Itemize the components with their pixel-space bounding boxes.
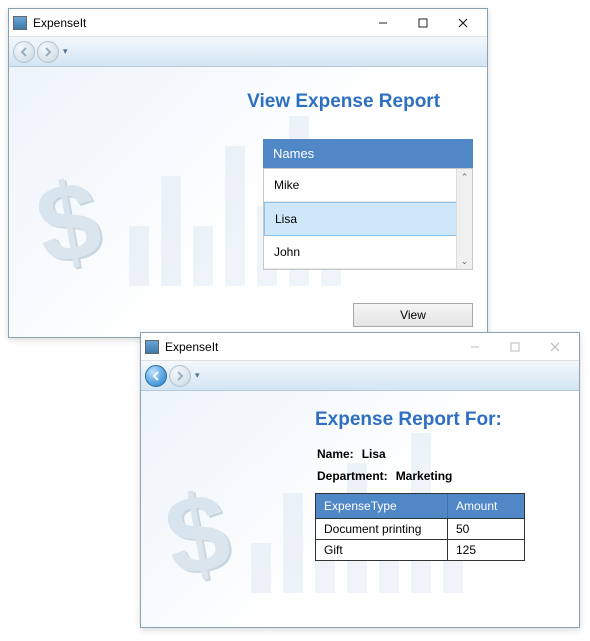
- back-button[interactable]: [145, 365, 167, 387]
- names-listbox[interactable]: MikeLisaJohn ⌃ ⌄: [263, 168, 473, 270]
- forward-button[interactable]: [37, 41, 59, 63]
- amount-header: Amount: [448, 494, 524, 518]
- list-item[interactable]: John: [264, 236, 472, 269]
- department-label: Department:: [317, 469, 388, 483]
- back-button[interactable]: [13, 41, 35, 63]
- page-heading: View Expense Report: [200, 91, 487, 113]
- table-row: Gift125: [316, 539, 524, 560]
- scroll-up-icon[interactable]: ⌃: [457, 169, 472, 185]
- names-column-header: Names: [263, 139, 473, 168]
- close-button[interactable]: [535, 335, 575, 359]
- view-button[interactable]: View: [353, 303, 473, 327]
- table-row: Document printing50: [316, 518, 524, 539]
- app-icon: [145, 340, 159, 354]
- forward-button[interactable]: [169, 365, 191, 387]
- scroll-down-icon[interactable]: ⌄: [457, 253, 472, 269]
- page-heading: Expense Report For:: [315, 409, 565, 431]
- list-item[interactable]: Lisa: [264, 202, 472, 236]
- nav-toolbar: ▾: [141, 361, 579, 391]
- minimize-button[interactable]: [363, 11, 403, 35]
- maximize-button[interactable]: [495, 335, 535, 359]
- nav-history-dropdown[interactable]: ▾: [193, 370, 202, 381]
- expenseit-detail-window: ExpenseIt ▾ $ Expense Report For: Name: …: [140, 332, 580, 628]
- name-value: Lisa: [362, 447, 386, 461]
- titlebar[interactable]: ExpenseIt: [9, 9, 487, 37]
- expenseit-list-window: ExpenseIt ▾ $ View Expense Report Names …: [8, 8, 488, 338]
- expensetype-cell: Document printing: [316, 518, 448, 539]
- close-button[interactable]: [443, 11, 483, 35]
- titlebar[interactable]: ExpenseIt: [141, 333, 579, 361]
- app-icon: [13, 16, 27, 30]
- expensetype-header: ExpenseType: [316, 494, 448, 518]
- maximize-button[interactable]: [403, 11, 443, 35]
- amount-cell: 125: [448, 539, 524, 560]
- nav-history-dropdown[interactable]: ▾: [61, 46, 70, 57]
- window-title: ExpenseIt: [165, 340, 455, 354]
- amount-cell: 50: [448, 518, 524, 539]
- minimize-button[interactable]: [455, 335, 495, 359]
- expensetype-cell: Gift: [316, 539, 448, 560]
- nav-toolbar: ▾: [9, 37, 487, 67]
- list-item[interactable]: Mike: [264, 169, 472, 202]
- scrollbar[interactable]: ⌃ ⌄: [456, 169, 472, 269]
- name-label: Name:: [317, 447, 354, 461]
- department-value: Marketing: [396, 469, 453, 483]
- expense-grid: ExpenseType Amount Document printing50Gi…: [315, 493, 525, 561]
- window-title: ExpenseIt: [33, 16, 363, 30]
